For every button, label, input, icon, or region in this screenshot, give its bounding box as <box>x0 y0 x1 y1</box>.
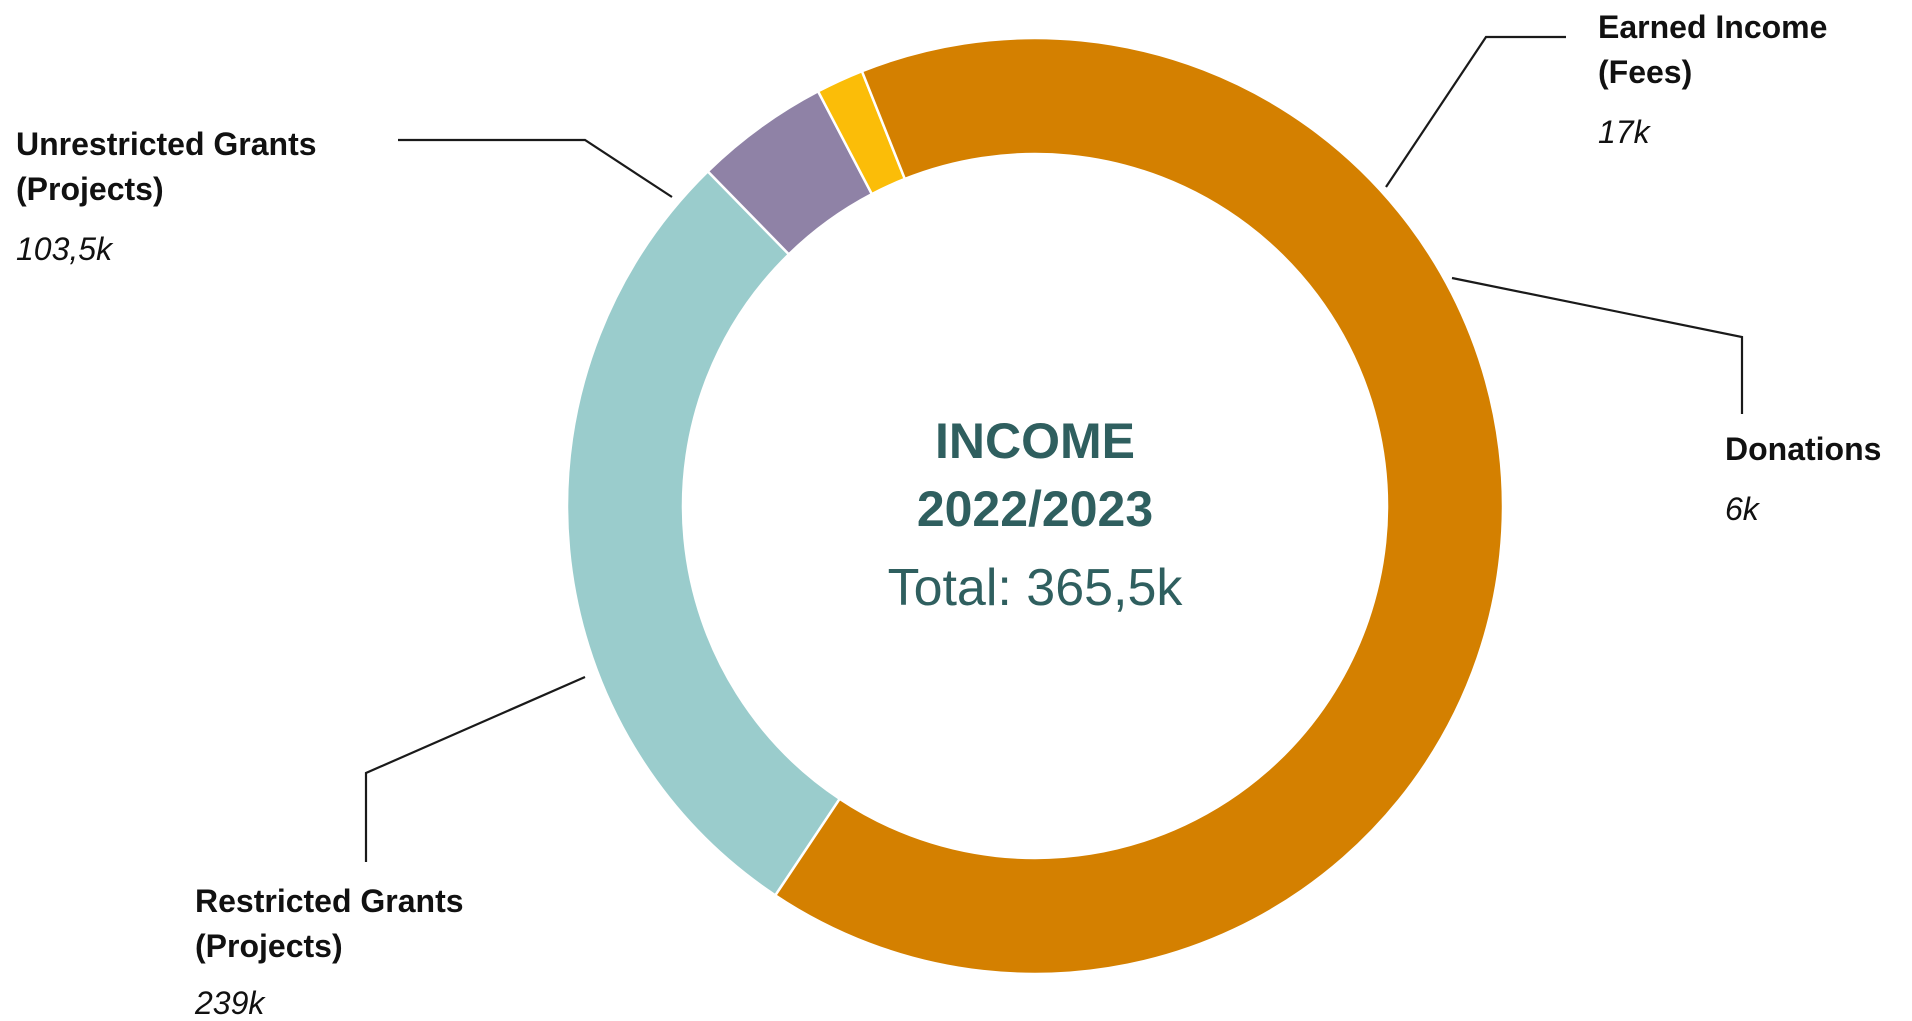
donut-slices <box>565 36 1505 976</box>
label-earned-name1: Earned Income <box>1598 9 1827 45</box>
label-earned-value: 17k <box>1598 114 1652 150</box>
label-restricted-value: 239k <box>194 985 266 1021</box>
slice-restricted-grants <box>773 36 1505 976</box>
leader-lines <box>364 35 1744 862</box>
label-restricted-name2: (Projects) <box>195 928 343 964</box>
slice-unrestricted-grants <box>565 169 842 898</box>
label-donations-name1: Donations <box>1725 431 1881 467</box>
leader-donations <box>1451 276 1744 414</box>
label-unrestricted-value: 103,5k <box>16 231 114 267</box>
label-unrestricted-name2: (Projects) <box>16 171 164 207</box>
leader-earned-income <box>1385 35 1566 188</box>
label-restricted-name1: Restricted Grants <box>195 883 464 919</box>
label-earned-name2: (Fees) <box>1598 54 1692 90</box>
label-unrestricted-name1: Unrestricted Grants <box>16 126 317 162</box>
center-total: Total: 365,5k <box>888 559 1184 617</box>
center-title-line2: 2022/2023 <box>917 481 1153 537</box>
center-title-line1: INCOME <box>935 413 1135 469</box>
leader-unrestricted-grants <box>398 138 673 198</box>
label-donations-value: 6k <box>1725 491 1761 527</box>
leader-restricted-grants <box>364 675 586 862</box>
